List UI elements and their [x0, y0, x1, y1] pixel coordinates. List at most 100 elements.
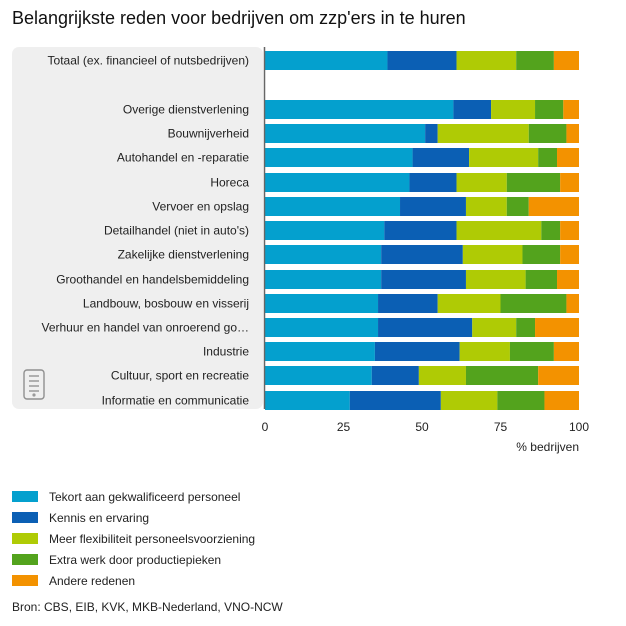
legend-swatch	[12, 554, 38, 565]
bar-meer-flexibiliteit-personeelsvoorziening	[465, 197, 507, 216]
bar-andere-redenen	[553, 51, 579, 70]
bar-extra-werk-door-productiepieken	[516, 318, 536, 337]
bar-kennis-en-ervaring	[412, 148, 470, 167]
bar-andere-redenen	[544, 391, 579, 410]
bar-meer-flexibiliteit-personeelsvoorziening	[469, 148, 539, 167]
x-tick-label: 75	[494, 420, 508, 434]
legend-label: Andere redenen	[49, 573, 136, 588]
bar-andere-redenen	[553, 342, 579, 361]
bar-meer-flexibiliteit-personeelsvoorziening	[491, 100, 536, 119]
bar-meer-flexibiliteit-personeelsvoorziening	[456, 173, 507, 192]
category-label: Groothandel en handelsbemiddeling	[56, 273, 249, 287]
x-tick-label: 50	[415, 420, 429, 434]
bar-extra-werk-door-productiepieken	[506, 173, 561, 192]
bar-tekort-aan-gekwalificeerd-personeel	[265, 51, 388, 70]
bar-tekort-aan-gekwalificeerd-personeel	[265, 124, 426, 143]
chart-title: Belangrijkste reden voor bedrijven om zz…	[12, 8, 466, 28]
legend-label: Meer flexibiliteit personeelsvoorziening	[49, 531, 256, 546]
category-label: Cultuur, sport en recreatie	[111, 369, 249, 383]
legend-label: Tekort aan gekwalificeerd personeel	[49, 489, 241, 504]
bar-andere-redenen	[538, 366, 579, 385]
category-label: Totaal (ex. financieel of nutsbedrijven)	[48, 54, 249, 68]
x-tick-label: 25	[337, 420, 351, 434]
bar-tekort-aan-gekwalificeerd-personeel	[265, 221, 385, 240]
category-label: Industrie	[203, 345, 249, 359]
bar-kennis-en-ervaring	[425, 124, 438, 143]
source-note: Bron: CBS, EIB, KVK, MKB-Nederland, VNO-…	[12, 600, 283, 614]
bar-kennis-en-ervaring	[374, 342, 460, 361]
bar-andere-redenen	[535, 318, 579, 337]
bar-meer-flexibiliteit-personeelsvoorziening	[472, 318, 517, 337]
legend-label: Kennis en ervaring	[49, 510, 150, 525]
bar-kennis-en-ervaring	[381, 270, 466, 289]
bar-extra-werk-door-productiepieken	[535, 100, 564, 119]
bar-tekort-aan-gekwalificeerd-personeel	[265, 318, 379, 337]
bar-extra-werk-door-productiepieken	[541, 221, 561, 240]
bar-meer-flexibiliteit-personeelsvoorziening	[456, 221, 542, 240]
bar-meer-flexibiliteit-personeelsvoorziening	[462, 245, 523, 264]
category-label: Detailhandel (niet in auto's)	[104, 224, 249, 238]
category-label: Landbouw, bosbouw en visserij	[83, 297, 249, 311]
bar-extra-werk-door-productiepieken	[506, 197, 529, 216]
bar-kennis-en-ervaring	[400, 197, 466, 216]
bar-tekort-aan-gekwalificeerd-personeel	[265, 294, 379, 313]
bar-tekort-aan-gekwalificeerd-personeel	[265, 366, 372, 385]
category-label: Autohandel en -reparatie	[117, 151, 249, 165]
bar-extra-werk-door-productiepieken	[465, 366, 539, 385]
bar-kennis-en-ervaring	[384, 221, 457, 240]
bar-andere-redenen	[557, 148, 579, 167]
bar-meer-flexibiliteit-personeelsvoorziening	[459, 342, 510, 361]
x-tick-label: 100	[569, 420, 589, 434]
bar-extra-werk-door-productiepieken	[497, 391, 545, 410]
bar-andere-redenen	[566, 294, 579, 313]
category-label: Bouwnijverheid	[168, 127, 249, 141]
bar-extra-werk-door-productiepieken	[525, 270, 558, 289]
bar-extra-werk-door-productiepieken	[500, 294, 567, 313]
bar-kennis-en-ervaring	[409, 173, 457, 192]
legend-label: Extra werk door productiepieken	[49, 552, 222, 567]
legend-swatch	[12, 533, 38, 544]
bar-tekort-aan-gekwalificeerd-personeel	[265, 173, 410, 192]
bar-andere-redenen	[560, 245, 579, 264]
legend-item: Andere redenen	[12, 570, 255, 591]
bar-andere-redenen	[563, 100, 579, 119]
legend-swatch	[12, 491, 38, 502]
legend-swatch	[12, 575, 38, 586]
legend-item: Kennis en ervaring	[12, 507, 255, 528]
bar-tekort-aan-gekwalificeerd-personeel	[265, 100, 454, 119]
legend-item: Tekort aan gekwalificeerd personeel	[12, 486, 255, 507]
legend: Tekort aan gekwalificeerd personeel Kenni…	[12, 486, 255, 591]
category-label: Overige dienstverlening	[123, 103, 249, 117]
category-label: Verhuur en handel van onroerend go…	[42, 321, 250, 335]
bar-andere-redenen	[566, 124, 579, 143]
bar-kennis-en-ervaring	[349, 391, 441, 410]
bar-kennis-en-ervaring	[453, 100, 492, 119]
category-label: Horeca	[210, 176, 249, 190]
bar-tekort-aan-gekwalificeerd-personeel	[265, 342, 375, 361]
bar-meer-flexibiliteit-personeelsvoorziening	[418, 366, 466, 385]
bar-meer-flexibiliteit-personeelsvoorziening	[437, 294, 501, 313]
bar-andere-redenen	[557, 270, 579, 289]
bar-tekort-aan-gekwalificeerd-personeel	[265, 245, 382, 264]
category-label: Vervoer en opslag	[152, 200, 249, 214]
bar-tekort-aan-gekwalificeerd-personeel	[265, 391, 350, 410]
bar-extra-werk-door-productiepieken	[538, 148, 558, 167]
bar-kennis-en-ervaring	[378, 318, 473, 337]
bar-andere-redenen	[560, 221, 579, 240]
bar-extra-werk-door-productiepieken	[522, 245, 561, 264]
bar-tekort-aan-gekwalificeerd-personeel	[265, 270, 382, 289]
legend-item: Extra werk door productiepieken	[12, 549, 255, 570]
bar-meer-flexibiliteit-personeelsvoorziening	[440, 391, 498, 410]
bar-tekort-aan-gekwalificeerd-personeel	[265, 197, 401, 216]
bar-extra-werk-door-productiepieken	[528, 124, 567, 143]
bar-kennis-en-ervaring	[371, 366, 419, 385]
x-tick-label: 0	[262, 420, 269, 434]
category-panel	[12, 47, 263, 409]
category-label: Informatie en communicatie	[102, 394, 250, 408]
cbs-logo	[23, 369, 45, 400]
category-label: Zakelijke dienstverlening	[118, 248, 249, 262]
bar-meer-flexibiliteit-personeelsvoorziening	[465, 270, 526, 289]
bar-meer-flexibiliteit-personeelsvoorziening	[437, 124, 529, 143]
bar-extra-werk-door-productiepieken	[509, 342, 554, 361]
